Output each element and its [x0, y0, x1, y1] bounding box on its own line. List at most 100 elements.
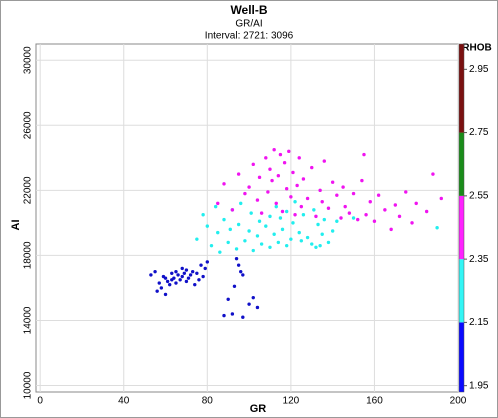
- point: [404, 190, 408, 194]
- point: [343, 204, 347, 209]
- x-tick-label: 120: [283, 396, 300, 407]
- y-tick-label: 10000: [23, 371, 34, 399]
- point: [320, 200, 324, 204]
- point: [218, 250, 222, 254]
- point: [236, 263, 241, 267]
- y-tick-label: 30000: [23, 46, 34, 74]
- point: [291, 221, 295, 225]
- point: [341, 185, 345, 189]
- point: [205, 224, 210, 228]
- point: [389, 227, 393, 232]
- point: [435, 226, 439, 230]
- point: [199, 263, 203, 267]
- point: [310, 165, 314, 170]
- point: [293, 200, 297, 204]
- x-tick-label: 200: [450, 396, 467, 407]
- point: [178, 278, 182, 282]
- point: [234, 256, 239, 261]
- point: [232, 284, 237, 288]
- point: [249, 211, 253, 215]
- annotation: Interval: 2721: 3096: [205, 31, 294, 42]
- y-tick-label: 22000: [23, 176, 34, 204]
- point: [282, 161, 287, 165]
- point: [293, 213, 297, 217]
- colorbar-label: RHOB: [462, 43, 491, 54]
- point: [188, 273, 193, 277]
- point: [201, 213, 205, 217]
- point: [301, 177, 306, 181]
- point: [239, 269, 243, 274]
- point: [195, 237, 199, 241]
- point: [368, 200, 372, 204]
- point: [360, 178, 364, 183]
- point: [241, 315, 245, 319]
- point: [234, 247, 239, 251]
- point: [439, 196, 443, 201]
- point: [280, 209, 285, 214]
- colorbar-band: [459, 44, 464, 133]
- point: [278, 216, 283, 220]
- point: [397, 214, 402, 219]
- point: [243, 239, 247, 243]
- point: [310, 242, 314, 246]
- point: [172, 276, 176, 280]
- point: [216, 230, 220, 235]
- colorbar-tick-label: 2.35: [469, 254, 489, 265]
- point: [299, 204, 304, 209]
- point: [339, 216, 343, 220]
- point: [376, 193, 381, 197]
- colorbar-tick-label: 2.55: [469, 190, 489, 201]
- point: [236, 172, 241, 176]
- x-tick-label: 0: [37, 396, 43, 407]
- point: [272, 232, 276, 236]
- y-axis-label: AI: [10, 220, 22, 231]
- point: [276, 174, 281, 178]
- point: [259, 211, 264, 215]
- colorbar-tick-label: 1.95: [469, 380, 489, 391]
- point: [364, 213, 368, 217]
- point: [186, 276, 191, 280]
- point: [193, 282, 197, 287]
- point: [351, 216, 356, 220]
- point: [335, 219, 339, 223]
- point: [322, 217, 326, 222]
- point: [284, 243, 289, 248]
- point: [201, 274, 205, 279]
- colorbar-band: [459, 322, 464, 392]
- point: [228, 227, 232, 232]
- point: [182, 271, 187, 275]
- point: [431, 172, 435, 176]
- point: [153, 269, 157, 274]
- point: [247, 302, 251, 306]
- point: [209, 243, 214, 248]
- point: [170, 271, 174, 275]
- point: [190, 269, 195, 274]
- plot-area: [35, 43, 459, 393]
- point: [251, 248, 255, 253]
- point: [257, 219, 262, 223]
- point: [330, 229, 335, 233]
- point: [222, 217, 226, 222]
- point: [230, 208, 235, 212]
- point: [257, 175, 262, 180]
- colorbar-tick-label: 2.15: [469, 317, 489, 328]
- point: [168, 282, 172, 287]
- point: [297, 156, 301, 160]
- colorbar-frame: [458, 43, 465, 393]
- point: [410, 221, 414, 225]
- point: [301, 213, 306, 217]
- chart-title: Well-B: [230, 3, 267, 17]
- point: [176, 273, 180, 277]
- point: [274, 201, 278, 206]
- point: [226, 297, 230, 302]
- point: [289, 195, 293, 199]
- y-tick-label: 26000: [23, 111, 34, 139]
- colorbar-band: [459, 259, 464, 323]
- point: [330, 180, 335, 184]
- point: [414, 201, 418, 206]
- point: [247, 185, 251, 189]
- point: [195, 271, 199, 275]
- point: [264, 224, 268, 228]
- colorbar-band: [459, 195, 464, 260]
- point: [236, 222, 241, 227]
